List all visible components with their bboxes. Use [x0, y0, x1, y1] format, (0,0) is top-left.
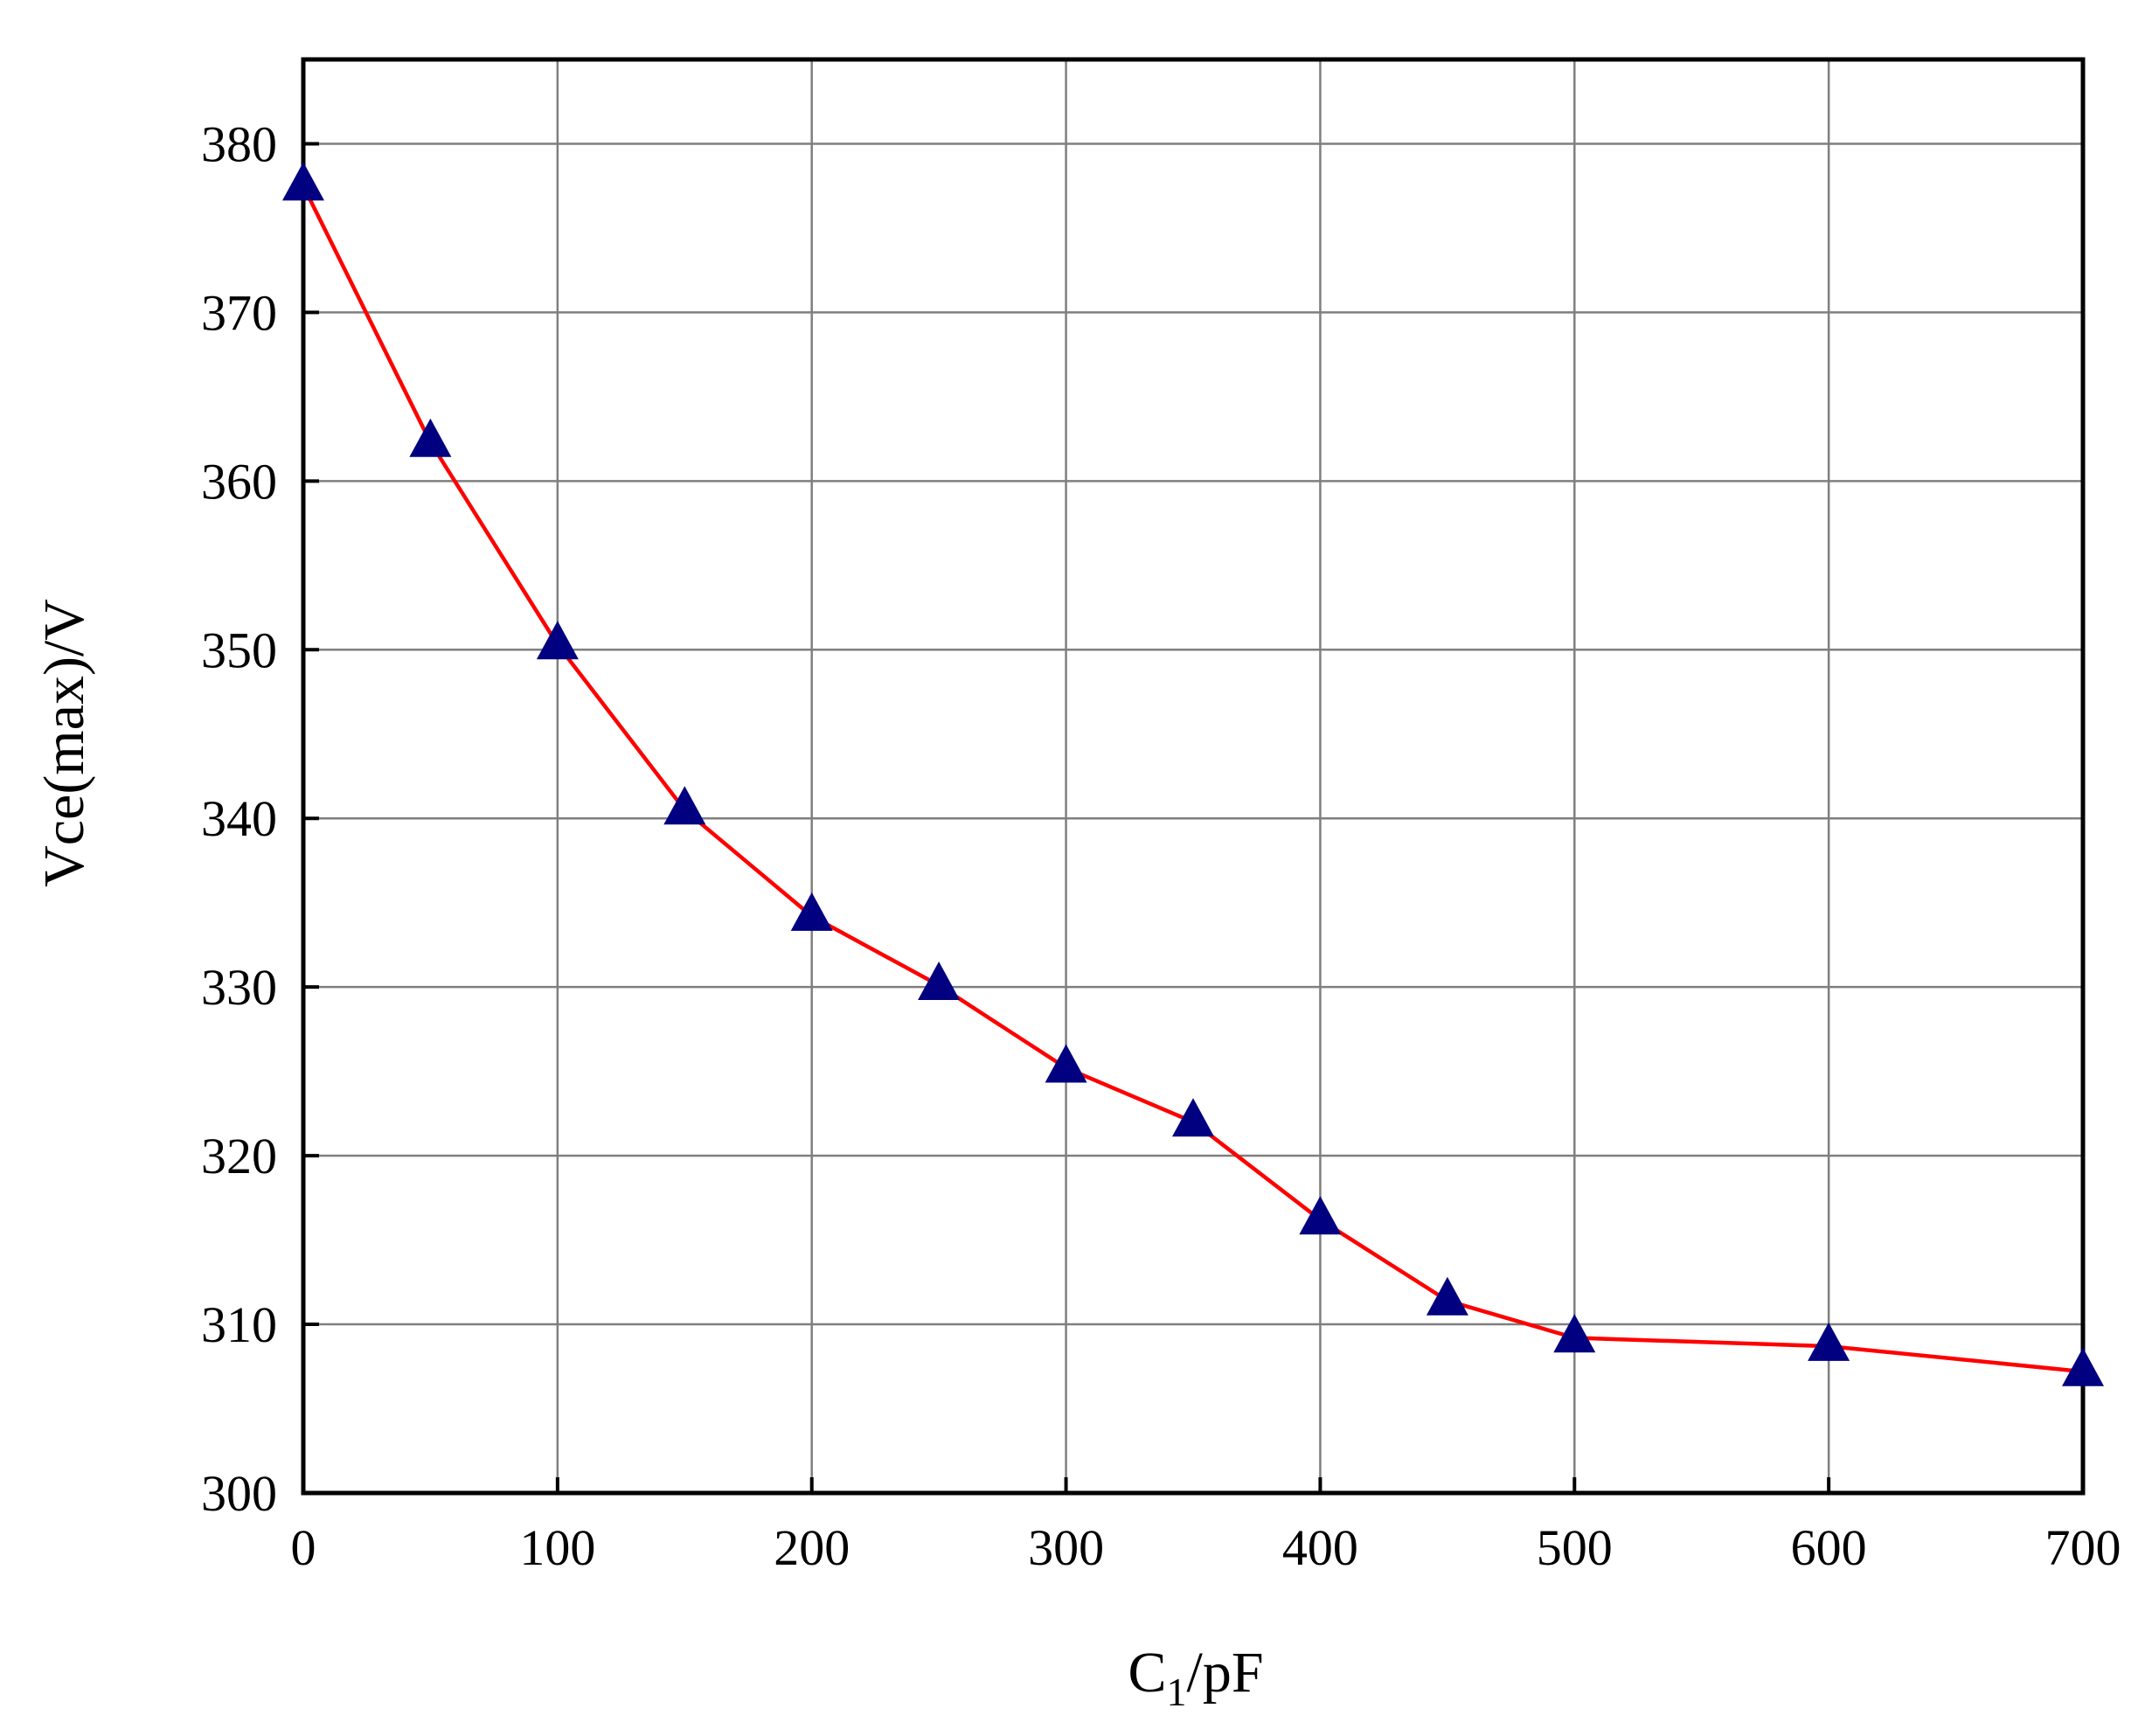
x-axis-title: C1/pF	[1128, 1641, 1263, 1714]
data-point	[1553, 1314, 1596, 1353]
plot-frame	[301, 57, 2086, 1496]
y-tick-label: 370	[201, 284, 277, 341]
y-tick-label: 300	[201, 1465, 277, 1522]
data-point	[918, 962, 961, 1000]
y-tick-label: 360	[201, 453, 277, 510]
data-point	[1426, 1276, 1468, 1316]
x-tick-label: 300	[1028, 1519, 1104, 1576]
data-point	[409, 418, 452, 457]
series-markers	[282, 162, 2104, 1386]
data-point	[1808, 1322, 1850, 1361]
x-tick-label: 600	[1791, 1519, 1867, 1576]
y-axis-title: Vce(max)/V	[32, 599, 96, 887]
data-point	[2062, 1347, 2104, 1386]
y-tick-label: 340	[201, 790, 277, 847]
x-tick-label: 500	[1537, 1519, 1613, 1576]
y-tick-label: 350	[201, 621, 277, 678]
x-tick-label: 0	[291, 1519, 316, 1576]
data-point	[1299, 1196, 1342, 1235]
series-line	[301, 184, 2084, 1374]
data-point	[663, 786, 706, 825]
x-tick-label: 400	[1282, 1519, 1358, 1576]
y-tick-label: 310	[201, 1296, 277, 1353]
y-tick-label: 320	[201, 1128, 277, 1184]
data-point	[1045, 1044, 1087, 1083]
tick-labels: 0 100 200 300 400 500 600 700 300 310 320 330 340 350…	[201, 115, 2121, 1576]
data-point	[282, 162, 324, 201]
data-point	[536, 621, 579, 660]
x-tick-label: 100	[519, 1519, 595, 1576]
x-tick-label: 200	[774, 1519, 850, 1576]
x-tick-label: 700	[2045, 1519, 2121, 1576]
data-point	[790, 892, 833, 931]
grid	[303, 59, 2083, 1493]
y-tick-label: 330	[201, 959, 277, 1016]
y-tick-label: 380	[201, 115, 277, 172]
data-point	[1172, 1098, 1214, 1137]
